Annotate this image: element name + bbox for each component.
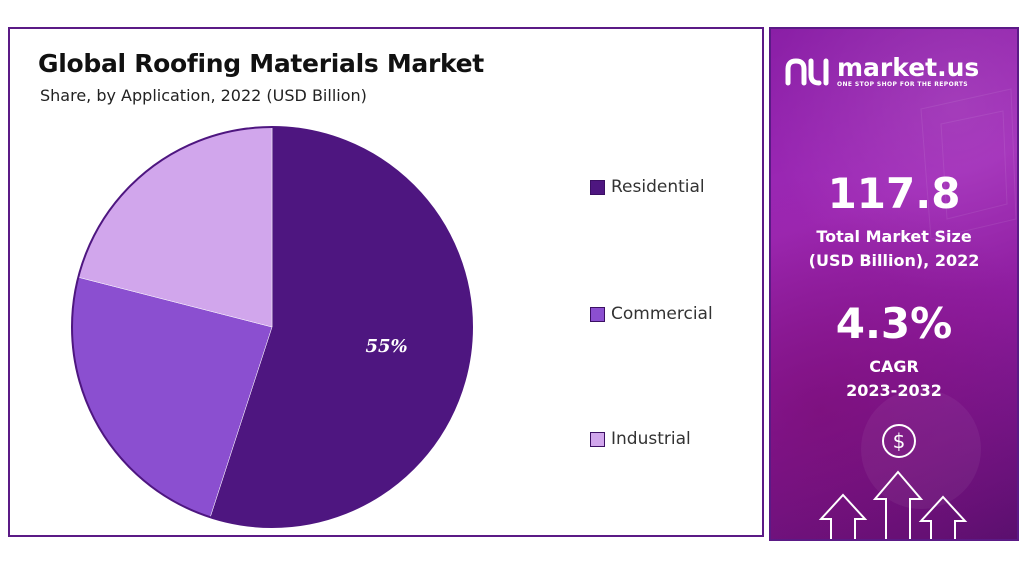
legend-swatch <box>590 306 605 322</box>
chart-legend: Residential Commercial Industrial <box>590 29 760 535</box>
market-us-logo-icon <box>785 57 829 85</box>
cagr-label: CAGR <box>869 357 919 376</box>
arrow-up-icon <box>818 493 868 539</box>
market-size-value: 117.8 <box>827 169 961 218</box>
legend-label: Residential <box>611 177 705 197</box>
info-panel: market.us ONE STOP SHOP FOR THE REPORTS … <box>769 27 1019 541</box>
arrow-up-icon <box>918 495 968 539</box>
legend-label: Commercial <box>611 304 713 324</box>
cagr-value: 4.3% <box>835 299 953 348</box>
growth-arrows: $ <box>818 424 968 539</box>
data-label-residential: 55% <box>365 336 407 357</box>
legend-label: Industrial <box>611 429 691 449</box>
brand-tagline: ONE STOP SHOP FOR THE REPORTS <box>837 81 969 88</box>
brand-name: market.us <box>837 53 980 82</box>
chart-panel: Global Roofing Materials Market Share, b… <box>8 27 764 537</box>
arrow-up-icon <box>872 470 924 539</box>
pie-chart: 55% <box>71 126 473 528</box>
dollar-icon: $ <box>893 429 906 453</box>
brand-logo: market.us ONE STOP SHOP FOR THE REPORTS <box>785 55 979 88</box>
market-size-label: Total Market Size <box>816 227 972 246</box>
legend-swatch <box>590 431 605 447</box>
legend-item-commercial: Commercial <box>590 304 713 324</box>
chart-subtitle: Share, by Application, 2022 (USD Billion… <box>40 86 367 105</box>
market-size-unit-label: (USD Billion), 2022 <box>808 251 980 270</box>
legend-item-residential: Residential <box>590 177 705 197</box>
legend-swatch <box>590 179 605 195</box>
pie-outline <box>71 126 473 528</box>
legend-item-industrial: Industrial <box>590 429 691 449</box>
chart-title: Global Roofing Materials Market <box>38 49 484 78</box>
cagr-period: 2023-2032 <box>846 381 942 400</box>
dollar-circle-icon <box>882 424 916 458</box>
